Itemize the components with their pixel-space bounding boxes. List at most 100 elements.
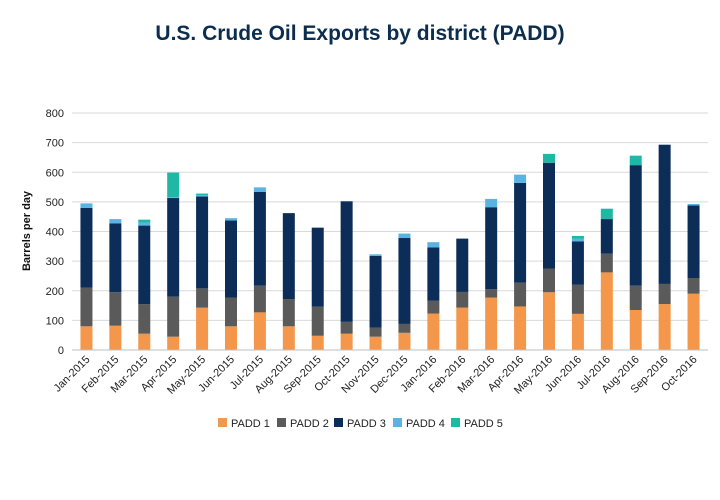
bar-padd-3 (456, 238, 469, 292)
bars (80, 144, 700, 350)
bar-padd-2 (687, 278, 700, 294)
bar-padd-4 (253, 187, 266, 192)
bar-padd-1 (109, 325, 122, 350)
y-tick-label: 600 (46, 167, 64, 179)
bar-padd-2 (340, 321, 353, 334)
bar-padd-1 (485, 297, 498, 350)
bar-padd-1 (543, 292, 555, 350)
y-tick-label: 100 (46, 315, 64, 327)
bar-padd-2 (456, 291, 469, 308)
bar-padd-1 (340, 333, 353, 350)
bar-padd-3 (109, 223, 122, 293)
bar-padd-2 (369, 327, 382, 337)
bar-padd-2 (658, 283, 671, 305)
legend-swatch (393, 418, 402, 427)
bar-padd-1 (398, 332, 411, 350)
bar-padd-1 (629, 310, 642, 350)
bar-padd-1 (138, 333, 151, 350)
legend: PADD 1 PADD 2 PADD 3 PADD 4 PADD 5 (218, 418, 503, 430)
bar-padd-2 (629, 285, 642, 311)
bar-padd-1 (167, 336, 180, 350)
bar-padd-2 (427, 300, 440, 314)
bar-padd-2 (600, 253, 613, 273)
bar-padd-4 (427, 242, 440, 248)
bar-padd-4 (485, 198, 498, 208)
bar-padd-1 (514, 306, 527, 350)
bar-padd-4 (514, 174, 527, 183)
bar-padd-5 (571, 235, 584, 239)
bar-padd-5 (629, 155, 642, 166)
bar-padd-2 (282, 299, 295, 327)
bar-padd-2 (80, 287, 93, 327)
bar-padd-2 (514, 282, 527, 307)
legend-label: PADD 4 (406, 418, 445, 430)
bar-padd-3 (629, 165, 642, 286)
legend-label: PADD 5 (464, 418, 503, 430)
chart-title: U.S. Crude Oil Exports by district (PADD… (155, 22, 565, 45)
bar-padd-2 (571, 284, 584, 314)
y-axis-title: Barrels per day (21, 190, 33, 271)
bar-padd-1 (369, 336, 382, 350)
bar-padd-2 (138, 304, 151, 334)
bar-padd-4 (138, 222, 151, 226)
bar-padd-2 (109, 292, 122, 326)
legend-item-padd-3: PADD 3 (334, 418, 386, 430)
bar-padd-4 (196, 195, 209, 197)
legend-swatch (334, 418, 343, 427)
legend-swatch (218, 418, 227, 427)
bar-padd-3 (514, 182, 527, 283)
y-tick-label: 0 (58, 345, 64, 357)
bar-padd-3 (687, 205, 700, 279)
bar-padd-2 (311, 306, 324, 336)
y-tick-label: 700 (46, 138, 64, 150)
bar-padd-3 (340, 201, 353, 322)
bar-padd-2 (398, 323, 411, 333)
bar-padd-3 (485, 207, 498, 290)
bar-padd-5 (138, 219, 151, 223)
legend-item-padd-1: PADD 1 (218, 418, 270, 430)
bar-padd-2 (196, 288, 209, 308)
legend-swatch (451, 418, 460, 427)
y-tick-label: 400 (46, 227, 64, 239)
legend-label: PADD 1 (231, 418, 270, 430)
bar-padd-1 (600, 272, 613, 350)
bar-padd-3 (253, 191, 266, 286)
bar-padd-2 (167, 296, 180, 337)
bar-padd-2 (253, 285, 266, 313)
bar-padd-4 (398, 233, 411, 239)
bar-padd-3 (600, 219, 613, 254)
bar-padd-4 (80, 203, 93, 208)
bar-padd-1 (571, 313, 584, 350)
bar-padd-2 (225, 297, 237, 327)
bar-padd-1 (80, 326, 93, 350)
bar-padd-3 (282, 213, 295, 300)
bar-padd-5 (196, 193, 209, 196)
bar-padd-4 (167, 197, 180, 199)
bar-padd-4 (571, 238, 584, 242)
bar-padd-5 (600, 208, 613, 220)
legend-item-padd-2: PADD 2 (277, 418, 329, 430)
bar-padd-1 (196, 307, 209, 350)
y-tick-label: 800 (46, 108, 64, 120)
bar-padd-1 (687, 293, 700, 350)
bar-padd-3 (658, 144, 671, 284)
bar-padd-3 (427, 247, 440, 301)
bar-padd-3 (311, 227, 324, 307)
legend-label: PADD 3 (347, 418, 386, 430)
bar-padd-4 (225, 218, 237, 221)
bar-padd-3 (225, 220, 237, 298)
bar-padd-1 (225, 326, 237, 350)
bar-padd-3 (571, 241, 584, 285)
bar-padd-5 (167, 172, 180, 198)
legend-swatch (277, 418, 286, 427)
bar-padd-4 (109, 219, 122, 224)
y-tick-label: 200 (46, 286, 64, 298)
bar-padd-2 (485, 289, 498, 298)
bar-padd-1 (456, 307, 469, 350)
bar-padd-3 (369, 255, 382, 328)
y-tick-label: 500 (46, 197, 64, 209)
bar-padd-1 (658, 304, 671, 350)
legend-item-padd-5: PADD 5 (451, 418, 503, 430)
bar-padd-3 (138, 225, 151, 305)
